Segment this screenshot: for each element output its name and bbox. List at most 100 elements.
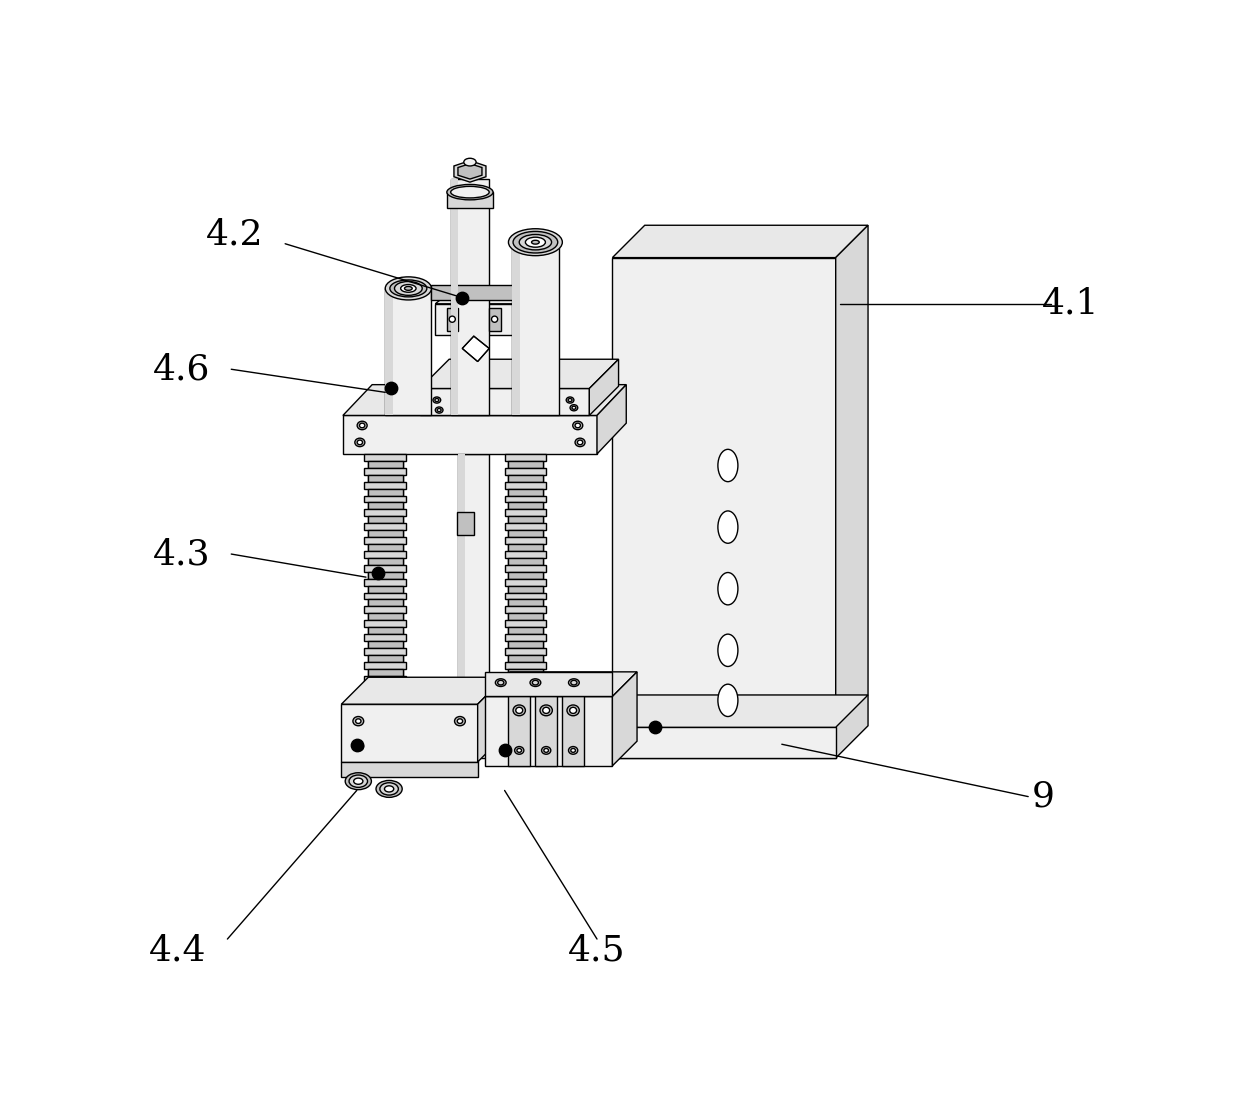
- Ellipse shape: [435, 407, 443, 413]
- Polygon shape: [432, 284, 516, 300]
- Polygon shape: [613, 258, 836, 758]
- Polygon shape: [508, 669, 543, 675]
- Polygon shape: [508, 627, 543, 634]
- Ellipse shape: [357, 421, 367, 430]
- Polygon shape: [589, 360, 619, 416]
- Polygon shape: [613, 672, 637, 766]
- Polygon shape: [506, 690, 546, 697]
- Ellipse shape: [526, 237, 546, 248]
- Polygon shape: [508, 475, 543, 482]
- Polygon shape: [506, 592, 546, 599]
- Polygon shape: [485, 672, 613, 697]
- Ellipse shape: [345, 773, 372, 790]
- Polygon shape: [506, 662, 546, 669]
- Polygon shape: [367, 488, 403, 495]
- Polygon shape: [508, 682, 543, 690]
- Polygon shape: [490, 308, 501, 330]
- Polygon shape: [367, 544, 403, 551]
- Text: 4.4: 4.4: [149, 934, 206, 968]
- Ellipse shape: [718, 511, 738, 543]
- Point: [367, 564, 387, 582]
- Polygon shape: [365, 523, 405, 530]
- Polygon shape: [508, 503, 543, 510]
- Ellipse shape: [360, 423, 365, 428]
- Ellipse shape: [568, 747, 578, 754]
- Polygon shape: [367, 516, 403, 523]
- Polygon shape: [508, 544, 543, 551]
- Polygon shape: [365, 675, 405, 682]
- Ellipse shape: [433, 396, 440, 403]
- Ellipse shape: [394, 281, 422, 296]
- Polygon shape: [343, 416, 596, 454]
- Ellipse shape: [570, 748, 575, 753]
- Ellipse shape: [491, 316, 497, 323]
- Polygon shape: [367, 655, 403, 662]
- Polygon shape: [508, 571, 543, 579]
- Ellipse shape: [541, 704, 552, 716]
- Ellipse shape: [350, 775, 367, 787]
- Point: [381, 380, 401, 398]
- Polygon shape: [365, 662, 405, 669]
- Polygon shape: [456, 512, 474, 534]
- Ellipse shape: [353, 778, 363, 784]
- Polygon shape: [450, 179, 459, 416]
- Polygon shape: [485, 697, 613, 766]
- Ellipse shape: [532, 680, 538, 685]
- Polygon shape: [508, 697, 543, 703]
- Ellipse shape: [404, 287, 412, 290]
- Ellipse shape: [513, 704, 526, 716]
- Polygon shape: [512, 242, 520, 416]
- Polygon shape: [506, 482, 546, 488]
- Polygon shape: [386, 288, 393, 416]
- Polygon shape: [367, 460, 403, 468]
- Polygon shape: [506, 579, 546, 586]
- Text: 4.2: 4.2: [206, 217, 264, 252]
- Polygon shape: [506, 495, 546, 503]
- Ellipse shape: [513, 232, 558, 253]
- Polygon shape: [506, 468, 546, 475]
- Polygon shape: [508, 599, 543, 606]
- Ellipse shape: [357, 440, 362, 445]
- Ellipse shape: [568, 399, 572, 402]
- Polygon shape: [365, 648, 405, 655]
- Polygon shape: [563, 697, 584, 766]
- Ellipse shape: [575, 423, 580, 428]
- Polygon shape: [458, 164, 482, 179]
- Ellipse shape: [353, 741, 363, 752]
- Polygon shape: [508, 586, 543, 592]
- Polygon shape: [508, 655, 543, 662]
- Ellipse shape: [516, 708, 523, 713]
- Polygon shape: [613, 225, 868, 258]
- Polygon shape: [420, 389, 589, 416]
- Polygon shape: [367, 627, 403, 634]
- Ellipse shape: [570, 680, 577, 685]
- Polygon shape: [365, 690, 405, 697]
- Ellipse shape: [567, 396, 574, 403]
- Text: 4.1: 4.1: [1042, 287, 1100, 320]
- Text: 4.6: 4.6: [153, 353, 210, 386]
- Text: 4.3: 4.3: [153, 538, 210, 571]
- Ellipse shape: [532, 241, 539, 244]
- Ellipse shape: [517, 748, 522, 753]
- Point: [347, 736, 367, 754]
- Polygon shape: [506, 454, 546, 460]
- Ellipse shape: [578, 440, 583, 445]
- Ellipse shape: [464, 158, 476, 166]
- Polygon shape: [506, 606, 546, 614]
- Ellipse shape: [573, 421, 583, 430]
- Polygon shape: [367, 682, 403, 690]
- Polygon shape: [341, 678, 505, 704]
- Polygon shape: [596, 384, 626, 454]
- Ellipse shape: [542, 747, 551, 754]
- Polygon shape: [536, 697, 557, 766]
- Ellipse shape: [379, 783, 398, 795]
- Point: [645, 718, 665, 736]
- Polygon shape: [463, 336, 490, 362]
- Ellipse shape: [356, 744, 361, 749]
- Polygon shape: [506, 648, 546, 655]
- Ellipse shape: [567, 704, 579, 716]
- Ellipse shape: [718, 449, 738, 482]
- Polygon shape: [836, 225, 868, 758]
- Polygon shape: [506, 564, 546, 571]
- Polygon shape: [435, 304, 516, 335]
